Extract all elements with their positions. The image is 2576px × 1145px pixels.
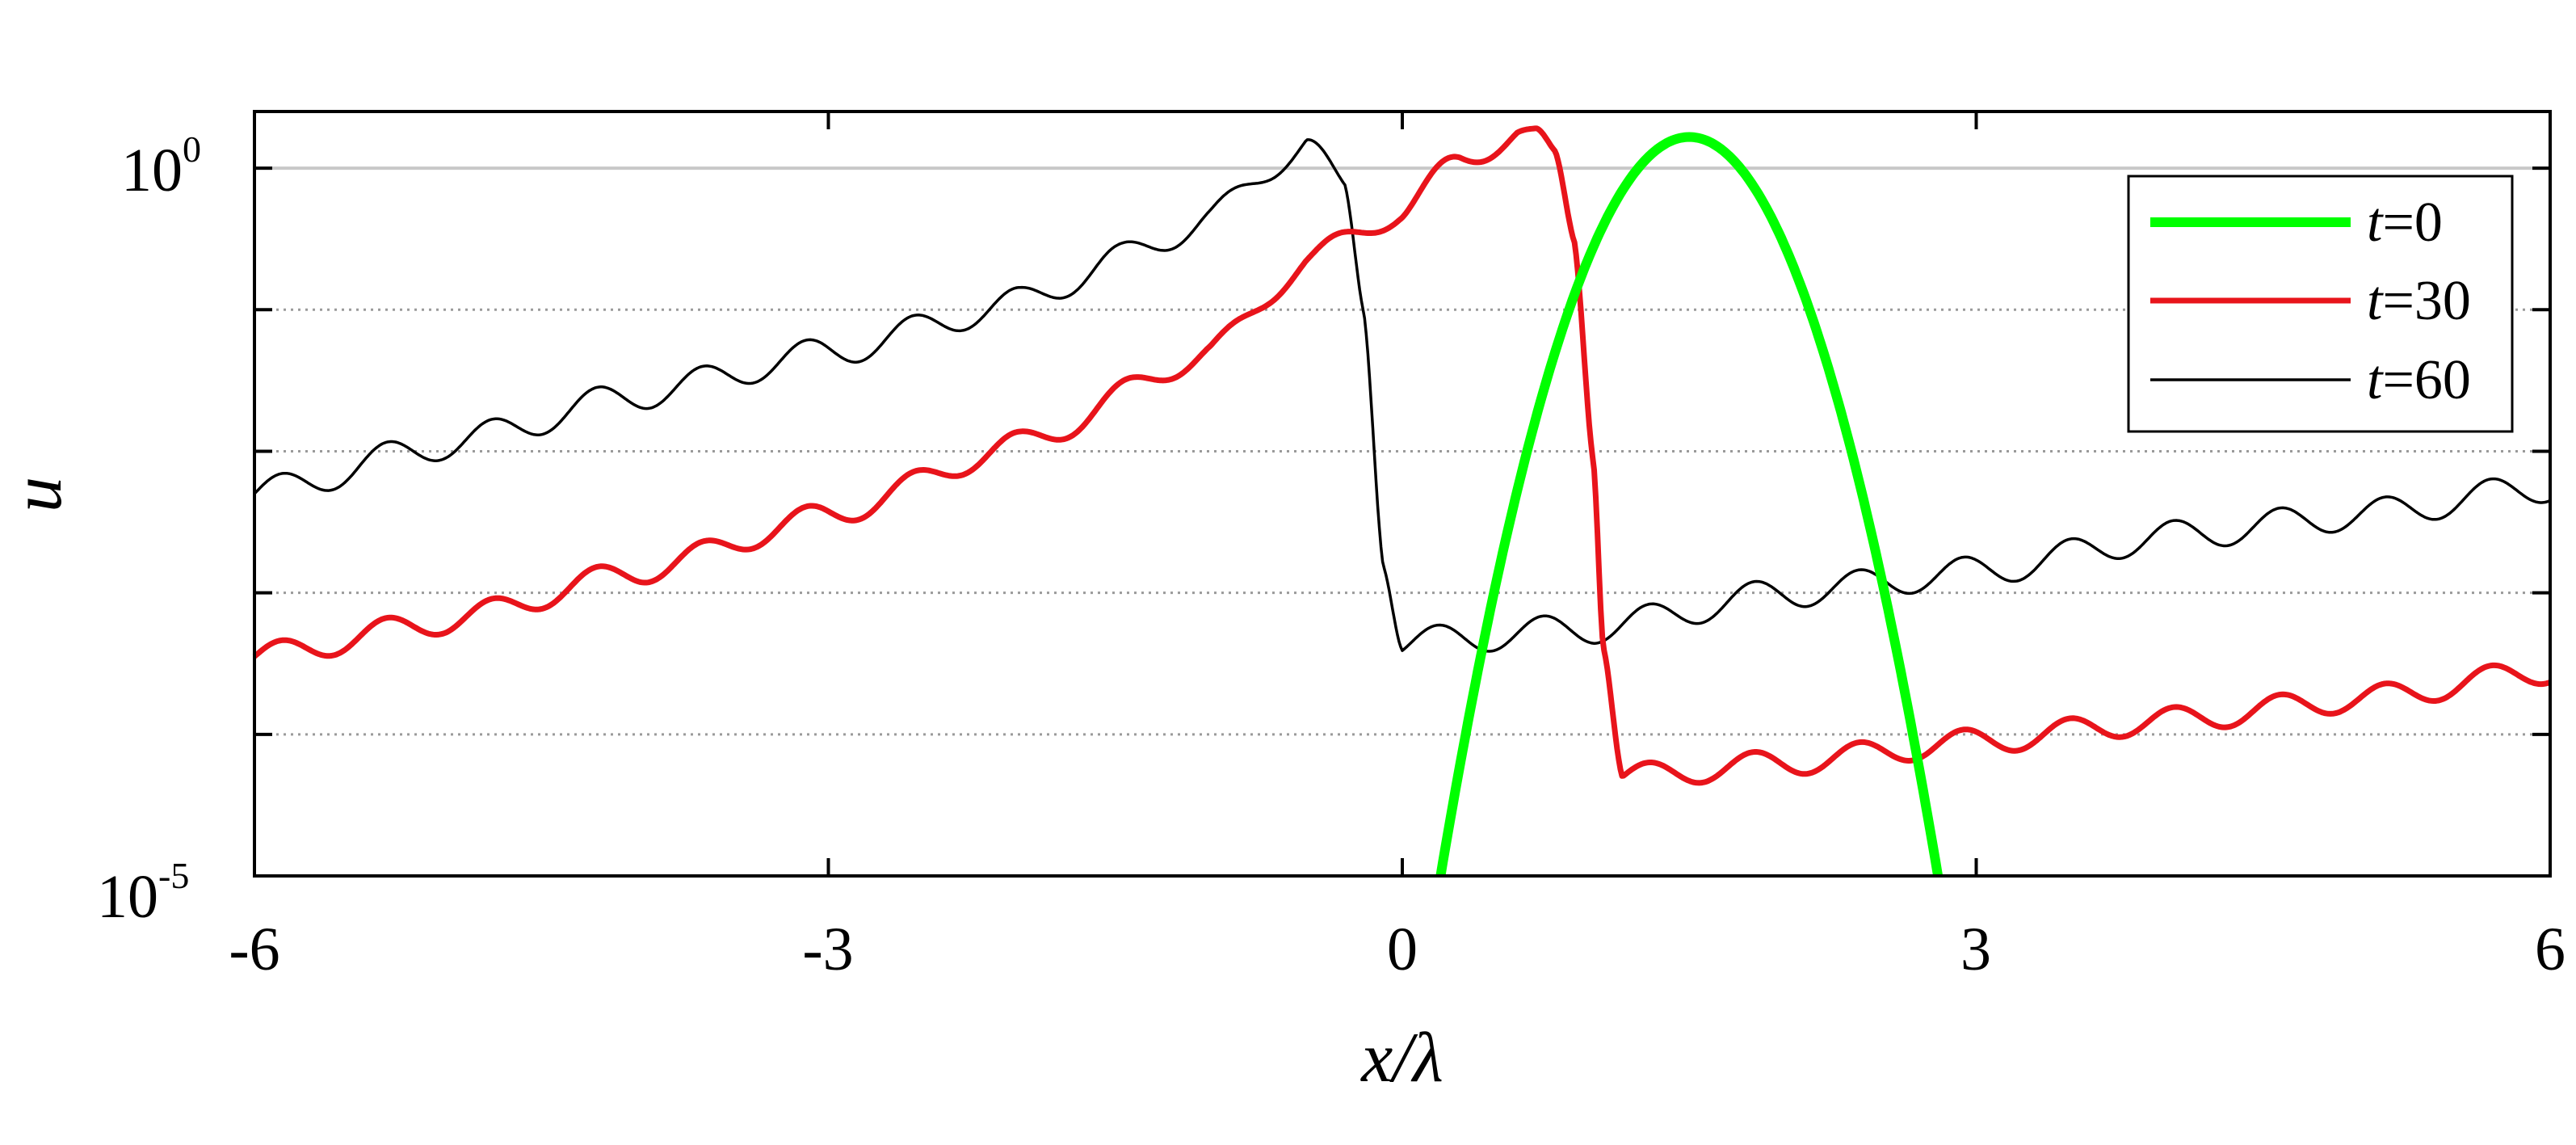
series-line-t30 bbox=[252, 125, 2552, 786]
x-tick-label: 6 bbox=[2535, 916, 2565, 983]
legend: t=0 t=30 t=60 bbox=[2127, 175, 2514, 433]
legend-label-t0: t=0 bbox=[2367, 192, 2443, 254]
y-tick-label-top: 100 bbox=[121, 128, 201, 204]
legend-label-t60: t=60 bbox=[2367, 349, 2471, 411]
x-tick-label: -3 bbox=[802, 916, 853, 983]
series-line-t0 bbox=[1435, 132, 1944, 877]
x-tick-label: 0 bbox=[1387, 916, 1418, 983]
x-tick-label: 3 bbox=[1960, 916, 1991, 983]
y-tick-label-bottom: 10-5 bbox=[97, 855, 189, 931]
axis-ticks bbox=[253, 112, 2552, 876]
plot-series bbox=[252, 125, 2552, 877]
legend-label-t30: t=30 bbox=[2367, 270, 2471, 332]
series-line-t60 bbox=[253, 138, 2551, 653]
x-axis-title: x/λ bbox=[1359, 1019, 1443, 1097]
y-axis-title: u bbox=[0, 477, 77, 512]
x-tick-label: -6 bbox=[229, 916, 279, 983]
